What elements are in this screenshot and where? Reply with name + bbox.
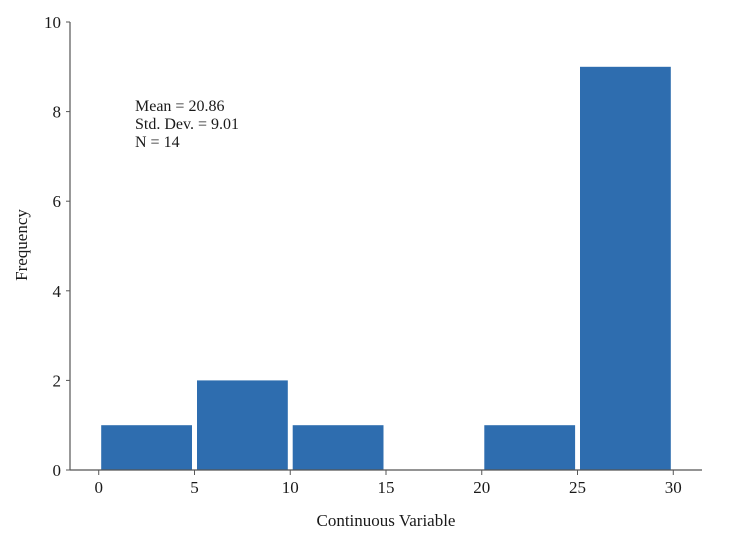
mean-label: Mean = 20.86 — [135, 98, 224, 115]
x-axis-ticks: 0 5 10 15 20 25 30 — [94, 470, 682, 497]
std-dev-label: Std. Dev. = 9.01 — [135, 116, 239, 133]
y-tick-label-2: 4 — [53, 282, 62, 301]
histogram-bar-0 — [101, 425, 192, 470]
y-axis-label: Frequency — [12, 209, 31, 281]
x-tick-label-4: 20 — [473, 478, 490, 497]
y-axis-ticks: 0 2 4 6 8 10 — [44, 13, 70, 480]
x-tick-label-6: 30 — [665, 478, 682, 497]
x-tick-label-1: 5 — [190, 478, 199, 497]
histogram-bar-4 — [484, 425, 576, 470]
x-tick-label-2: 10 — [282, 478, 299, 497]
histogram-bar-1 — [197, 380, 288, 470]
x-tick-label-3: 15 — [378, 478, 395, 497]
x-tick-label-5: 25 — [569, 478, 586, 497]
histogram-bar-5 — [580, 66, 671, 471]
x-tick-label-0: 0 — [94, 478, 103, 497]
statistics-box: Mean = 20.86 Std. Dev. = 9.01 N = 14 — [135, 98, 239, 151]
y-tick-label-1: 2 — [53, 371, 62, 390]
n-label: N = 14 — [135, 134, 180, 151]
y-tick-label-5: 10 — [44, 13, 61, 32]
histogram-bar-2 — [292, 425, 384, 470]
y-tick-label-3: 6 — [53, 192, 62, 211]
y-tick-label-4: 8 — [53, 103, 62, 122]
x-axis-label: Continuous Variable — [317, 511, 456, 530]
y-tick-label-0: 0 — [53, 461, 62, 480]
bars-group — [101, 66, 671, 471]
